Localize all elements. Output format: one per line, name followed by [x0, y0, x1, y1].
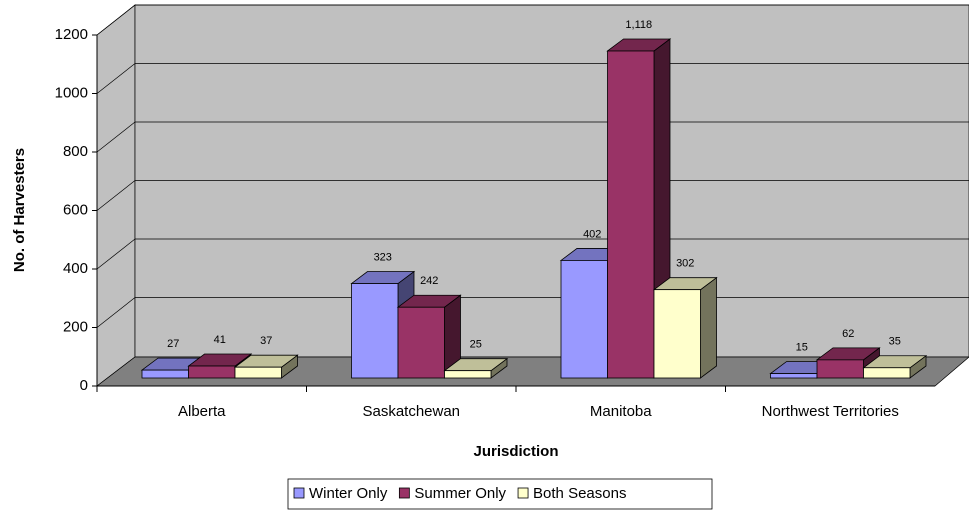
legend [287, 478, 713, 510]
data-label: 302 [676, 258, 694, 270]
data-label: 37 [260, 335, 272, 347]
data-label: 402 [583, 228, 601, 240]
back-wall [134, 4, 969, 358]
data-label: 35 [889, 336, 901, 348]
bar [863, 367, 911, 379]
legend-swatch [293, 487, 305, 499]
x-tick-label: Northwest Territories [762, 403, 899, 420]
data-label: 41 [214, 334, 226, 346]
data-label: 1,118 [625, 19, 652, 31]
grid-line [96, 297, 136, 328]
grid-line [96, 121, 136, 153]
bar [351, 283, 399, 379]
bar [560, 260, 608, 379]
x-tick-label: Alberta [178, 403, 226, 420]
bar-side [700, 276, 717, 379]
x-tick-label: Manitoba [590, 403, 652, 420]
grid-line [96, 238, 136, 270]
y-tick-label: 1200 [55, 26, 88, 43]
bar [234, 366, 282, 379]
y-axis-label: No. of Harvesters [11, 148, 28, 272]
legend-swatch [398, 487, 410, 499]
y-tick-label: 600 [63, 201, 88, 218]
grid-line [96, 180, 136, 211]
grid-line [96, 4, 136, 36]
bar [444, 370, 492, 379]
legend-label: Winter Only [309, 485, 388, 502]
y-tick-label: 0 [80, 377, 88, 394]
y-tick-label: 400 [63, 260, 88, 277]
data-label: 15 [796, 342, 808, 354]
bar [188, 365, 236, 379]
y-tick-label: 200 [63, 318, 88, 335]
x-tick-label: Saskatchewan [362, 403, 460, 420]
data-label: 323 [374, 251, 392, 263]
data-label: 242 [420, 275, 438, 287]
bar [653, 289, 701, 379]
data-label: 62 [842, 328, 854, 340]
y-tick-label: 1000 [55, 84, 88, 101]
x-axis-label: Jurisdiction [473, 443, 558, 460]
grid-line [96, 63, 136, 94]
data-label: 25 [470, 339, 482, 351]
bar [816, 359, 864, 379]
bar [397, 306, 445, 379]
legend-label: Both Seasons [533, 485, 626, 502]
data-label: 27 [167, 338, 179, 350]
legend-swatch [517, 487, 529, 499]
bar [770, 373, 818, 379]
y-tick-label: 800 [63, 143, 88, 160]
bar [607, 50, 655, 379]
bar [141, 369, 189, 379]
legend-label: Summer Only [414, 485, 506, 502]
